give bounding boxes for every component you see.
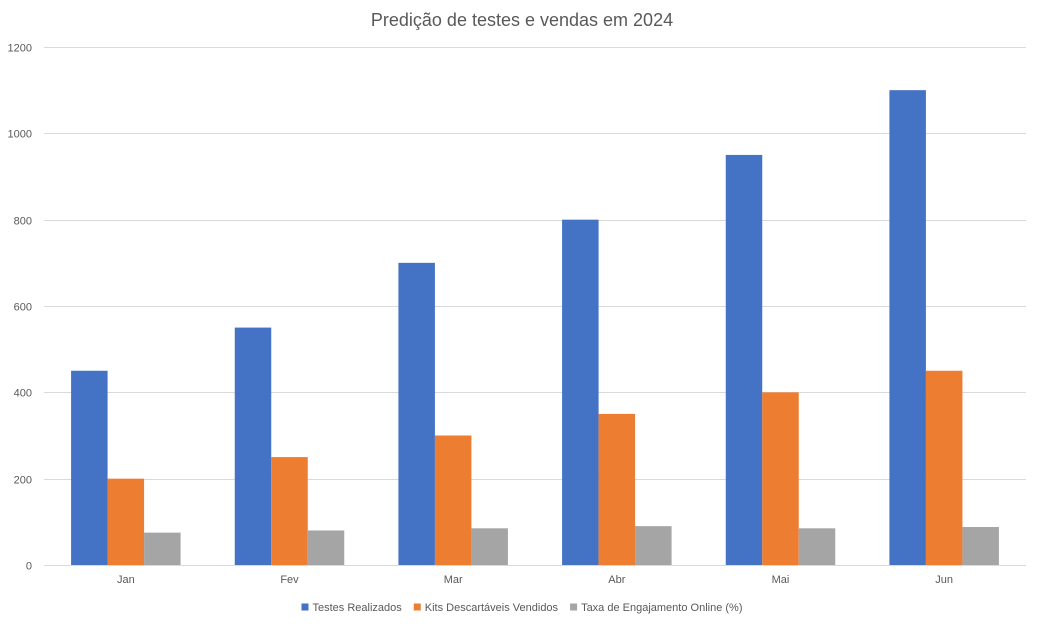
legend-label: Kits Descartáveis Vendidos [425,602,559,614]
bar-taxa-de-engajamento-online-abr [635,526,672,565]
y-tick-label: 1000 [8,129,32,141]
bar-kits-descart-veis-vendidos-jun [925,370,963,565]
y-tick-label: 0 [26,561,32,573]
legend-swatch [570,603,578,611]
x-tick-label: Fev [280,574,299,586]
legend: Testes Realizados Kits Descartáveis Vendi… [301,602,743,614]
legend-swatch [413,603,421,611]
legend-label: Testes Realizados [312,602,402,614]
x-tick-label: Mar [444,574,463,586]
chart-title: Predição de testes e vendas em 2024 [371,10,673,30]
y-tick-label: 400 [14,388,32,400]
x-axis-ticks: Jan Fev Mar Abr Mai Jun [117,574,953,586]
bar-testes-realizados-jan [71,370,108,565]
bar-kits-descart-veis-vendidos-abr [598,413,636,565]
bar-taxa-de-engajamento-online-mar [471,528,508,565]
bar-testes-realizados-abr [562,219,599,565]
bar-kits-descart-veis-vendidos-mai [762,392,799,565]
legend-swatch [301,603,309,611]
bar-taxa-de-engajamento-online-mai [798,528,836,565]
x-tick-label: Jun [935,574,953,586]
y-axis-ticks: 0 200 400 600 800 1000 1200 [8,43,32,573]
bar-taxa-de-engajamento-online-jan [144,532,181,565]
bar-testes-realizados-mar [398,262,435,565]
bars [71,90,999,566]
y-tick-label: 800 [14,216,32,228]
bar-testes-realizados-jun [889,90,926,566]
legend-label: Taxa de Engajamento Online (%) [581,602,742,614]
bar-kits-descart-veis-vendidos-jan [107,478,145,565]
x-tick-label: Jan [117,574,135,586]
bar-kits-descart-veis-vendidos-mar [434,435,472,565]
x-tick-label: Abr [608,574,625,586]
y-tick-label: 200 [14,475,32,487]
bar-testes-realizados-mai [725,154,763,565]
y-tick-label: 1200 [8,43,32,55]
bar-kits-descart-veis-vendidos-fev [271,457,308,565]
bar-taxa-de-engajamento-online-jun [962,527,999,565]
bar-testes-realizados-fev [234,327,272,565]
y-tick-label: 600 [14,302,32,314]
x-tick-label: Mai [772,574,790,586]
gridlines [44,47,1026,566]
bar-taxa-de-engajamento-online-fev [307,530,345,565]
